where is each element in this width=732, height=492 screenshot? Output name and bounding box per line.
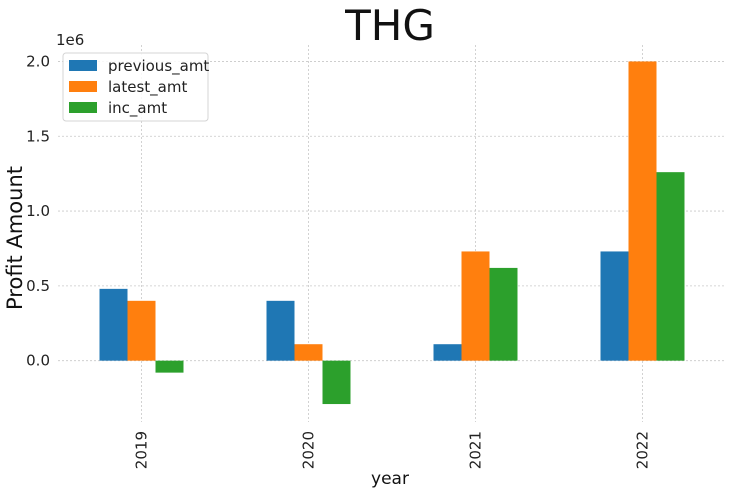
legend-swatch	[69, 60, 97, 71]
x-tick-label: 2020	[300, 431, 318, 469]
legend-label: previous_amt	[108, 57, 209, 76]
bar-inc_amt-2019	[155, 360, 184, 373]
bar-previous_amt-2022	[600, 251, 629, 361]
bar-latest_amt-2022	[628, 61, 657, 361]
bar-previous_amt-2020	[266, 300, 295, 361]
x-ticks: 2019 2020 2021 2022	[133, 431, 652, 469]
x-axis-title: year	[371, 469, 409, 489]
legend-label: latest_amt	[108, 78, 187, 97]
x-tick-label: 2021	[467, 431, 485, 469]
legend-label: inc_amt	[108, 99, 167, 118]
legend-swatch	[69, 102, 97, 113]
x-tick-label: 2022	[634, 431, 652, 469]
y-tick-label: 0.5	[26, 277, 50, 295]
bars	[99, 61, 685, 405]
y-tick-label: 2.0	[26, 52, 50, 70]
y-tick-label: 1.0	[26, 202, 50, 220]
bar-inc_amt-2020	[322, 360, 351, 405]
y-offset-label: 1e6	[56, 31, 84, 49]
bar-inc_amt-2021	[489, 267, 518, 361]
y-ticks: 0.0 0.5 1.0 1.5 2.0	[26, 52, 50, 369]
legend: previous_amt latest_amt inc_amt	[62, 52, 209, 122]
legend-frame	[62, 52, 209, 122]
bar-previous_amt-2019	[99, 288, 128, 361]
legend-swatch	[69, 81, 97, 92]
y-tick-label: 0.0	[26, 352, 50, 370]
bar-latest_amt-2021	[461, 251, 490, 361]
bar-previous_amt-2021	[433, 344, 462, 361]
x-tick-label: 2019	[133, 431, 151, 469]
bar-latest_amt-2019	[127, 300, 156, 361]
chart-title: THG	[344, 1, 435, 50]
y-tick-label: 1.5	[26, 127, 50, 145]
bar-inc_amt-2022	[656, 172, 685, 361]
y-axis-title: Profit Amount	[3, 166, 27, 310]
bar-latest_amt-2020	[294, 344, 323, 361]
